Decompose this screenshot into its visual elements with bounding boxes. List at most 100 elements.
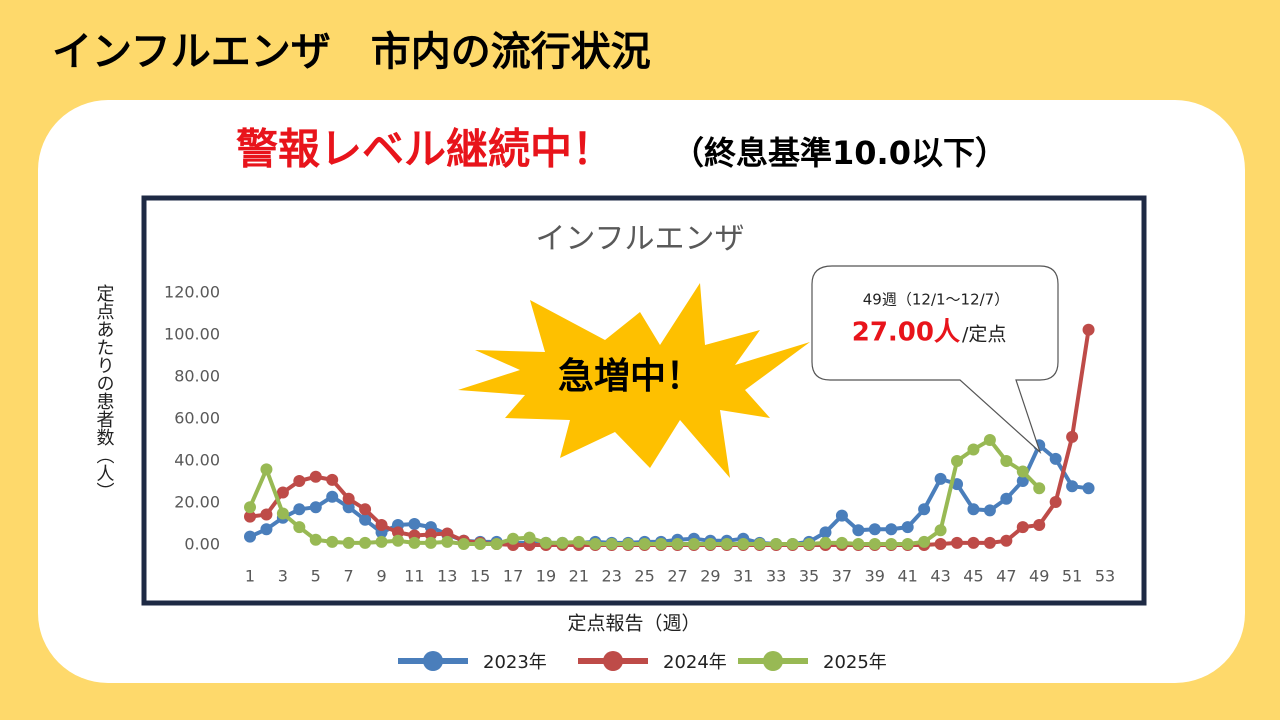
legend-marker xyxy=(763,651,783,671)
x-tick-label: 51 xyxy=(1062,567,1082,586)
data-point xyxy=(737,537,750,550)
data-point xyxy=(276,507,289,520)
x-tick-label: 11 xyxy=(404,567,424,586)
data-point xyxy=(326,535,339,548)
x-tick-label: 23 xyxy=(602,567,622,586)
x-tick-label: 27 xyxy=(667,567,687,586)
x-tick-label: 1 xyxy=(245,567,255,586)
data-point xyxy=(244,530,256,543)
data-point xyxy=(309,501,322,514)
data-point xyxy=(803,537,816,550)
data-point xyxy=(934,472,947,485)
y-tick-label: 60.00 xyxy=(174,409,220,428)
x-tick-label: 25 xyxy=(634,567,654,586)
y-tick-label: 20.00 xyxy=(174,493,220,512)
data-point xyxy=(983,504,996,517)
data-point xyxy=(326,490,339,503)
data-point xyxy=(359,503,372,516)
data-point xyxy=(342,501,355,514)
data-point xyxy=(720,537,733,550)
data-point xyxy=(441,535,454,548)
data-point xyxy=(918,503,931,516)
data-point xyxy=(655,537,668,550)
callout xyxy=(811,265,1059,454)
data-point xyxy=(1082,482,1095,495)
legend-label: 2024年 xyxy=(663,652,727,673)
data-point xyxy=(260,523,273,536)
data-point xyxy=(852,537,865,550)
data-point xyxy=(638,537,651,550)
data-point xyxy=(835,509,848,522)
data-point xyxy=(934,537,947,550)
callout-value: 27.00人 xyxy=(852,318,960,348)
data-point xyxy=(293,503,306,516)
data-point xyxy=(1082,323,1095,336)
data-point xyxy=(1066,430,1079,443)
data-point xyxy=(885,523,898,536)
data-point xyxy=(951,536,964,549)
x-tick-label: 5 xyxy=(311,567,321,586)
data-point xyxy=(967,503,980,516)
x-tick-label: 29 xyxy=(700,567,720,586)
data-point xyxy=(770,537,783,550)
data-point xyxy=(671,537,684,550)
data-point xyxy=(1016,474,1029,487)
data-point xyxy=(852,524,865,537)
data-point xyxy=(309,470,322,483)
callout-week: 49週（12/1～12/7） xyxy=(863,291,1009,309)
data-point xyxy=(967,536,980,549)
data-point xyxy=(901,537,914,550)
burst-text: 急増中！ xyxy=(558,356,702,397)
data-point xyxy=(1000,455,1013,467)
x-tick-label: 37 xyxy=(832,567,852,586)
data-point xyxy=(687,537,700,550)
data-point xyxy=(391,526,404,539)
data-point xyxy=(622,537,635,550)
data-point xyxy=(276,486,289,499)
data-point xyxy=(424,536,437,549)
x-tick-label: 35 xyxy=(799,567,819,586)
data-point xyxy=(424,528,437,541)
data-point xyxy=(819,536,832,549)
legend-label: 2025年 xyxy=(823,652,887,673)
data-point xyxy=(556,536,569,549)
x-tick-label: 47 xyxy=(996,567,1016,586)
data-point xyxy=(605,537,618,550)
data-point xyxy=(260,463,273,476)
data-point xyxy=(1000,534,1013,547)
data-point xyxy=(342,536,355,549)
x-tick-label: 43 xyxy=(930,567,950,586)
data-point xyxy=(1049,452,1062,465)
data-point xyxy=(408,518,421,530)
data-point xyxy=(342,492,355,505)
y-tick-label: 120.00 xyxy=(164,283,220,302)
data-point xyxy=(951,455,964,467)
burst xyxy=(458,283,810,478)
data-point xyxy=(901,521,914,534)
x-tick-label: 31 xyxy=(733,567,753,586)
x-tick-label: 21 xyxy=(569,567,589,586)
data-point xyxy=(572,535,585,548)
data-point xyxy=(391,534,404,547)
data-point xyxy=(539,536,552,549)
data-point xyxy=(441,527,454,540)
data-point xyxy=(260,508,273,521)
data-point xyxy=(359,513,372,526)
data-point xyxy=(1066,480,1079,493)
x-tick-label: 33 xyxy=(766,567,786,586)
data-point xyxy=(293,474,306,487)
data-point xyxy=(408,536,421,549)
x-tick-label: 7 xyxy=(344,567,354,586)
data-point xyxy=(819,526,832,539)
data-point xyxy=(704,537,717,550)
x-tick-label: 9 xyxy=(376,567,386,586)
x-tick-label: 49 xyxy=(1029,567,1049,586)
data-point xyxy=(474,537,487,550)
x-tick-label: 3 xyxy=(278,567,288,586)
data-point xyxy=(490,537,503,550)
data-point xyxy=(309,533,322,546)
data-point xyxy=(1000,492,1013,505)
data-point xyxy=(359,536,372,549)
